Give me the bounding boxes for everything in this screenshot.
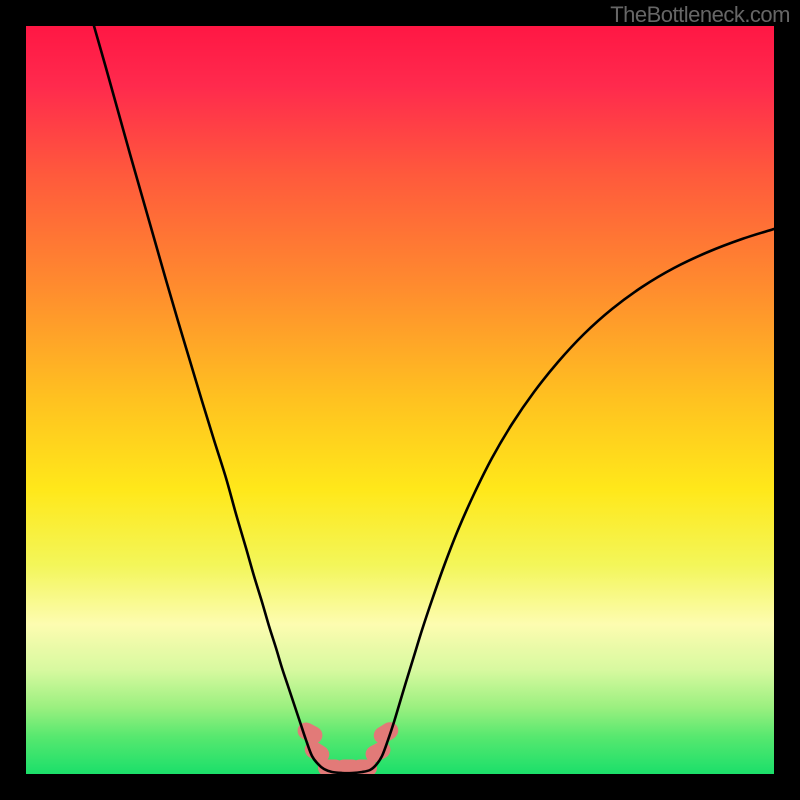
bottleneck-curve — [94, 26, 774, 773]
watermark-text: TheBottleneck.com — [610, 2, 790, 28]
chart-plot-area — [26, 26, 774, 774]
chart-curve-layer — [26, 26, 774, 774]
